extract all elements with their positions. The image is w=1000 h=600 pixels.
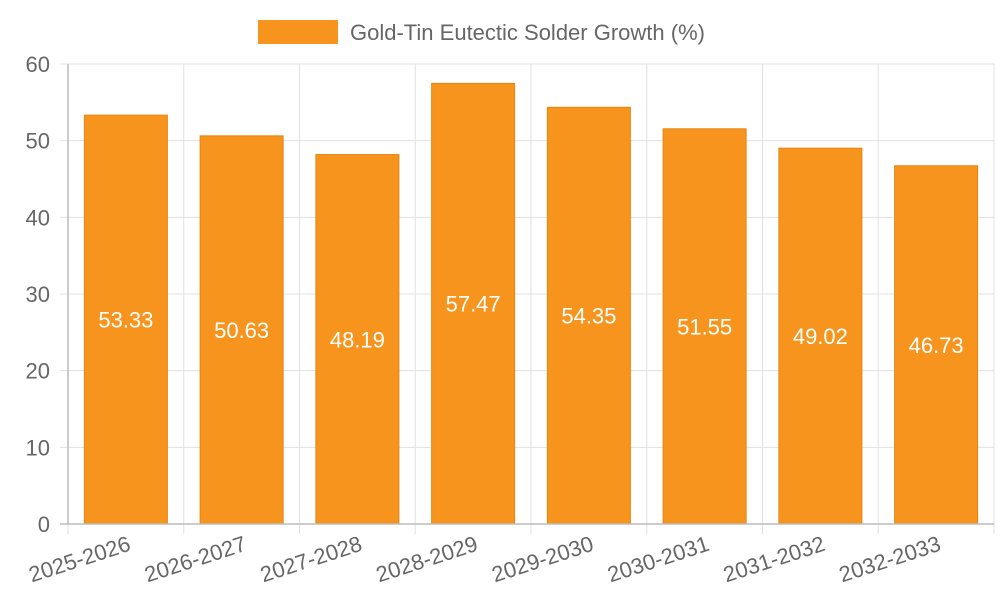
y-tick-label: 40 bbox=[26, 205, 50, 230]
bar-2032-2033[interactable] bbox=[894, 165, 979, 525]
x-tick-label: 2031-2032 bbox=[720, 531, 828, 587]
y-tick-label: 10 bbox=[26, 435, 50, 460]
bar-2028-2029[interactable] bbox=[431, 82, 516, 525]
legend[interactable]: Gold-Tin Eutectic Solder Growth (%) bbox=[258, 20, 705, 45]
y-tick-label: 0 bbox=[38, 512, 50, 537]
x-tick-label: 2029-2030 bbox=[489, 531, 597, 587]
x-tick-label: 2027-2028 bbox=[257, 531, 365, 587]
bar-2029-2030[interactable] bbox=[546, 106, 631, 525]
x-tick-label: 2025-2026 bbox=[26, 531, 134, 587]
bar-2025-2026[interactable] bbox=[83, 114, 168, 525]
bar-2031-2032[interactable] bbox=[778, 147, 863, 525]
y-tick-label: 20 bbox=[26, 359, 50, 384]
y-tick-label: 50 bbox=[26, 129, 50, 154]
legend-swatch[interactable] bbox=[258, 20, 338, 44]
x-tick-label: 2028-2029 bbox=[373, 531, 481, 587]
bar-2026-2027[interactable] bbox=[199, 135, 284, 525]
data-label: 54.35 bbox=[561, 304, 616, 329]
data-label: 49.02 bbox=[793, 324, 848, 349]
y-tick-label: 60 bbox=[26, 52, 50, 77]
data-label: 53.33 bbox=[98, 308, 153, 333]
bar-2030-2031[interactable] bbox=[662, 128, 747, 525]
y-tick-label: 30 bbox=[26, 282, 50, 307]
data-label: 48.19 bbox=[330, 327, 385, 352]
data-label: 57.47 bbox=[446, 292, 501, 317]
legend-label[interactable]: Gold-Tin Eutectic Solder Growth (%) bbox=[350, 20, 705, 45]
data-label: 50.63 bbox=[214, 318, 269, 343]
x-tick-label: 2032-2033 bbox=[836, 531, 944, 587]
x-tick-label: 2030-2031 bbox=[604, 531, 712, 587]
x-tick-label: 2026-2027 bbox=[141, 531, 249, 587]
data-label: 51.55 bbox=[677, 314, 732, 339]
bar-2027-2028[interactable] bbox=[315, 154, 400, 525]
bars: 53.33 50.63 48.19 57.47 54.35 51.55 49.02 46.73 bbox=[83, 82, 979, 525]
data-label: 46.73 bbox=[909, 333, 964, 358]
